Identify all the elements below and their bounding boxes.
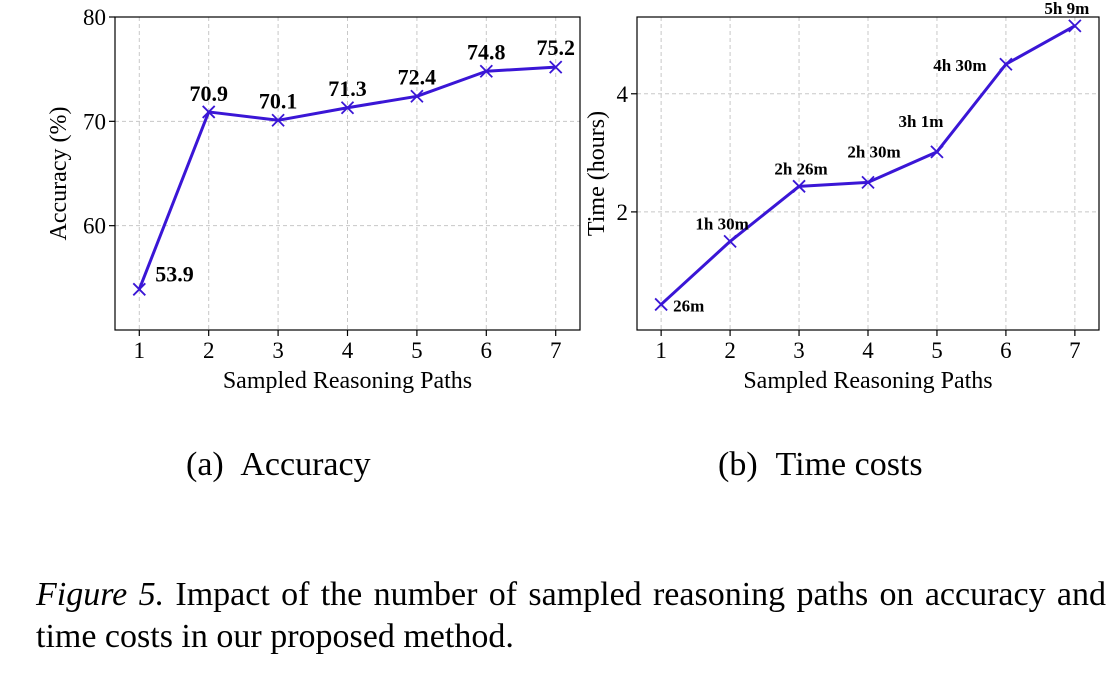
time-data-label: 3h 1m — [899, 112, 944, 131]
subcaption-b: (b) Time costs — [718, 446, 923, 484]
subcaption-b-text: Time costs — [775, 446, 923, 483]
subcaption-a-text: Accuracy — [240, 446, 371, 483]
acc-data-label: 71.3 — [328, 76, 367, 101]
acc-point-marker — [549, 60, 563, 74]
figure-caption: Figure 5. Impact of the number of sample… — [36, 574, 1106, 658]
subcaption-b-letter: (b) — [718, 446, 758, 483]
acc-data-label: 53.9 — [155, 261, 194, 286]
time-point-marker — [654, 297, 668, 312]
acc-point-marker — [340, 101, 355, 115]
caption-prefix: Figure 5. — [36, 576, 165, 613]
time-point-marker — [1068, 19, 1082, 33]
time-x-tick-label: 6 — [1000, 338, 1012, 363]
acc-x-tick-label: 2 — [203, 338, 215, 363]
acc-x-tick-label: 4 — [342, 338, 354, 363]
acc-point-marker — [479, 64, 493, 78]
acc-point-marker — [132, 282, 146, 296]
acc-y-axis-label: Accuracy (%) — [46, 107, 72, 241]
acc-x-tick-label: 5 — [411, 338, 423, 363]
time-x-axis-label: Sampled Reasoning Paths — [743, 368, 992, 394]
time-point-marker — [861, 175, 875, 189]
time-y-tick-label: 2 — [617, 200, 629, 225]
time-data-label: 2h 26m — [774, 159, 827, 178]
accuracy-chart: 1 2 3 4 5 6 7 60 70 80 Sampled Reasoning Paths Accu… — [46, 5, 581, 394]
time-data-label: 4h 30m — [933, 56, 986, 75]
time-chart: 1 2 3 4 5 6 7 2 4 Sampled Reasoning Paths Time (ho… — [584, 0, 1100, 394]
time-point-marker — [792, 179, 806, 193]
acc-data-label: 75.2 — [536, 35, 575, 60]
time-x-tick-label: 1 — [655, 338, 667, 363]
acc-x-tick-label: 1 — [134, 338, 146, 363]
acc-y-tick-label: 60 — [83, 214, 106, 239]
acc-data-label: 70.9 — [189, 81, 228, 106]
time-data-label: 5h 9m — [1044, 0, 1089, 18]
acc-x-tick-label: 3 — [272, 338, 284, 363]
time-x-tick-label: 2 — [724, 338, 736, 363]
figure-charts: 1 2 3 4 5 6 7 60 70 80 Sampled Reasoning Paths Accu… — [46, 0, 1100, 394]
acc-y-tick-label: 70 — [83, 109, 106, 134]
acc-data-label: 74.8 — [467, 39, 506, 64]
acc-x-tick-label: 7 — [550, 338, 562, 363]
acc-x-tick-label: 6 — [481, 338, 493, 363]
caption-text: Impact of the number of sampled reasonin… — [36, 576, 1107, 655]
acc-y-tick-label: 80 — [83, 5, 106, 30]
acc-point-marker — [271, 113, 285, 127]
time-point-marker — [723, 234, 737, 249]
time-x-tick-label: 7 — [1069, 338, 1081, 363]
acc-x-axis-label: Sampled Reasoning Paths — [223, 368, 472, 394]
acc-point-marker — [410, 89, 424, 103]
time-data-label: 1h 30m — [695, 214, 748, 233]
time-x-tick-label: 5 — [931, 338, 943, 363]
time-point-marker — [930, 145, 944, 159]
time-x-tick-label: 4 — [862, 338, 874, 363]
subcaption-a: (a) Accuracy — [186, 446, 371, 484]
time-data-label: 26m — [673, 296, 704, 315]
subcaption-a-letter: (a) — [186, 446, 224, 483]
time-y-axis-label: Time (hours) — [584, 111, 610, 236]
time-data-label: 2h 30m — [847, 142, 900, 161]
acc-data-label: 70.1 — [259, 88, 298, 113]
time-point-marker — [999, 57, 1013, 71]
time-y-tick-label: 4 — [617, 82, 629, 107]
acc-point-marker — [202, 105, 216, 119]
time-x-tick-label: 3 — [793, 338, 805, 363]
acc-data-label: 72.4 — [398, 64, 437, 89]
